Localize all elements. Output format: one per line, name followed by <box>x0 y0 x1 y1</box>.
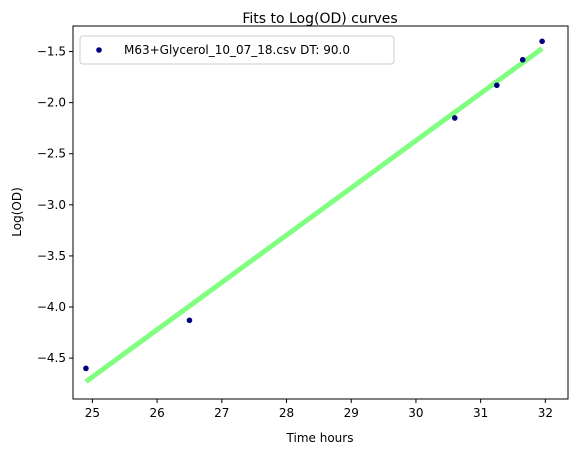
plot-frame <box>72 25 569 400</box>
x-tick-label: 31 <box>473 406 488 420</box>
data-point <box>494 82 500 89</box>
y-tick-label: −4.5 <box>37 351 66 365</box>
y-tick-label: −1.5 <box>37 45 66 59</box>
y-tick-label: −4.0 <box>37 300 66 314</box>
data-point <box>519 56 526 63</box>
chart-title: Fits to Log(OD) curves <box>242 11 397 27</box>
y-axis-label: Log(OD) <box>10 187 24 236</box>
data-point <box>451 115 458 121</box>
legend-box <box>79 35 395 65</box>
plot-marks <box>83 38 545 384</box>
x-tick-label: 32 <box>538 406 553 420</box>
legend-marker <box>96 47 102 53</box>
x-tick-label: 28 <box>279 406 294 420</box>
legend-label: M63+Glycerol_10_07_18.csv DT: 90.0 <box>124 43 350 57</box>
legend: M63+Glycerol_10_07_18.csv DT: 90.0 <box>79 35 395 65</box>
x-tick-label: 30 <box>408 406 423 420</box>
x-tick-label: 29 <box>344 406 359 420</box>
fit-line <box>84 46 544 384</box>
data-point <box>539 38 545 45</box>
y-axis: −4.5 −4.0 −3.5 −3.0 −2.5 −2.0 −1.5 <box>37 45 73 365</box>
y-tick-label: −3.5 <box>37 249 66 263</box>
x-axis-label: Time hours <box>286 431 354 445</box>
y-tick-label: −3.0 <box>37 198 66 212</box>
y-tick-label: −2.5 <box>37 147 66 161</box>
y-tick-label: −2.0 <box>37 96 66 110</box>
x-axis: 25 26 27 28 29 30 31 32 <box>85 399 553 420</box>
x-tick-label: 27 <box>214 406 229 420</box>
data-point <box>83 365 89 372</box>
x-tick-label: 25 <box>85 406 100 420</box>
data-point <box>186 317 193 324</box>
x-tick-label: 26 <box>149 406 164 420</box>
